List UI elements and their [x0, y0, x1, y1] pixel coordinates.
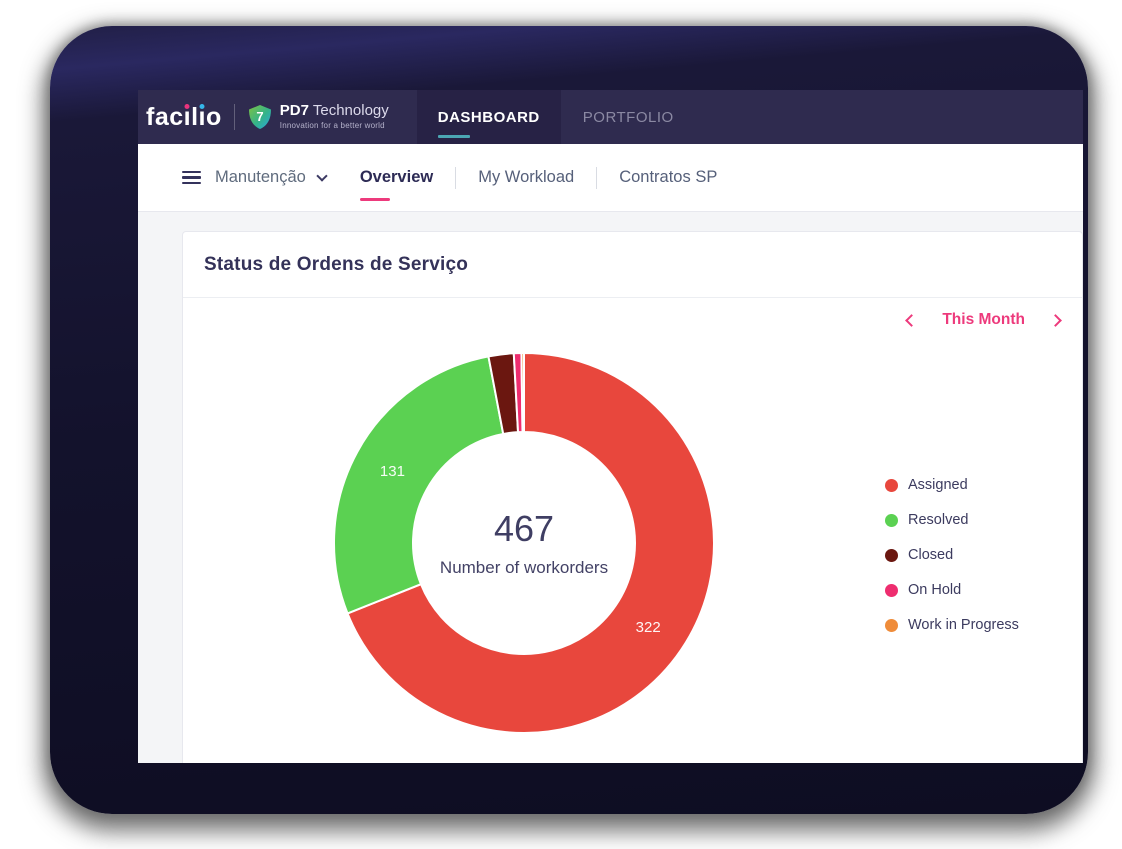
- chevron-left-icon[interactable]: [905, 313, 919, 327]
- legend-item-on-hold[interactable]: On Hold: [885, 579, 1019, 601]
- legend-label: Closed: [908, 547, 954, 563]
- legend-dot: [885, 618, 898, 632]
- module-dropdown-label: Manutenção: [215, 168, 306, 186]
- hamburger-menu-icon[interactable]: [182, 170, 201, 185]
- legend-dot: [885, 478, 898, 492]
- period-label: This Month: [942, 311, 1025, 328]
- pd7-shield-icon: 7: [248, 104, 271, 129]
- secondary-nav: Manutenção Overview My Workload Contrato…: [138, 144, 1083, 212]
- donut-svg: 322 131: [333, 352, 715, 734]
- tab-divider: [455, 166, 457, 189]
- brand-letter-i: ı: [183, 102, 192, 131]
- legend-label: Assigned: [908, 477, 968, 493]
- slice-value-label: 322: [636, 619, 661, 636]
- top-nav-tabs: DASHBOARD PORTFOLIO: [416, 90, 696, 144]
- card-title: Status de Ordens de Serviço: [204, 253, 469, 275]
- brand-letters: fac: [146, 102, 184, 131]
- tab-overview[interactable]: Overview: [338, 144, 455, 211]
- content-area: Status de Ordens de Serviço This Month 3…: [138, 212, 1083, 763]
- slice-value-label: 131: [380, 463, 405, 480]
- legend-item-work-in-progress[interactable]: Work in Progress: [885, 614, 1019, 636]
- legend-dot: [885, 583, 898, 597]
- logo-divider: [233, 104, 235, 130]
- brand-letters: o: [206, 102, 222, 131]
- brand-letter-i: ı: [198, 102, 206, 131]
- card-header: Status de Ordens de Serviço: [183, 232, 1082, 298]
- tab-contratos-sp[interactable]: Contratos SP: [619, 168, 718, 186]
- chevron-right-icon[interactable]: [1049, 313, 1062, 327]
- tab-divider: [596, 166, 598, 189]
- donut-slice-work-in-progress[interactable]: [520, 352, 525, 434]
- workorder-status-card: Status de Ordens de Serviço This Month 3…: [182, 231, 1083, 763]
- legend-item-resolved[interactable]: Resolved: [885, 509, 1019, 531]
- chart-region: This Month 322 131 467 Number of workorde…: [183, 298, 1082, 763]
- pd7-tagline: Innovation for a better world: [279, 120, 385, 130]
- period-selector: This Month: [905, 311, 1062, 329]
- donut-slice-assigned[interactable]: [346, 352, 715, 734]
- brand-letters: l: [191, 102, 199, 131]
- tab-portfolio[interactable]: PORTFOLIO: [582, 108, 674, 126]
- module-dropdown[interactable]: Manutenção: [215, 168, 328, 187]
- device-frame: facılıo 7: [50, 26, 1088, 814]
- legend-dot: [885, 548, 898, 562]
- legend-dot: [885, 513, 898, 527]
- legend-label: Resolved: [908, 512, 969, 528]
- donut-slice-resolved[interactable]: [333, 355, 505, 615]
- chevron-down-icon: [316, 169, 328, 182]
- legend-item-closed[interactable]: Closed: [885, 544, 1019, 566]
- legend-label: On Hold: [908, 582, 962, 598]
- tab-my-workload[interactable]: My Workload: [478, 168, 575, 186]
- donut-chart: 322 131 467 Number of workorders: [329, 348, 719, 738]
- legend-label: Work in Progress: [908, 617, 1019, 633]
- facilio-logo: facılıo: [146, 103, 222, 132]
- app-window: facılıo 7: [138, 90, 1083, 763]
- legend-item-assigned[interactable]: Assigned: [885, 474, 1019, 496]
- top-navbar: facılıo 7: [138, 90, 1083, 144]
- pd7-name: PD7 Technology: [279, 102, 389, 120]
- pd7-glyph: 7: [256, 109, 263, 124]
- pd7-logo: 7 PD7 Technology Innovation for a better…: [247, 103, 389, 130]
- tab-dashboard[interactable]: DASHBOARD: [416, 90, 561, 144]
- chart-legend: Assigned Resolved Closed On Hold Work in Pro…: [885, 474, 1019, 649]
- dashboard-tabs: Overview My Workload Contratos SP: [338, 144, 740, 211]
